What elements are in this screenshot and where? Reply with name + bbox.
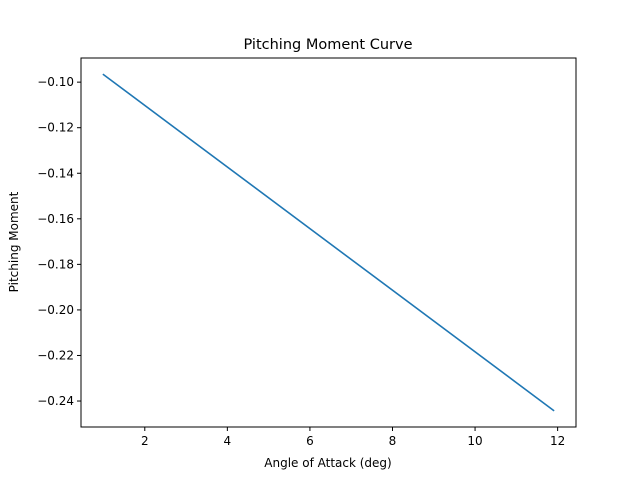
x-tick-label: 12	[550, 434, 565, 448]
chart-title: Pitching Moment Curve	[243, 37, 412, 53]
series-line	[102, 73, 555, 412]
axes-frame	[80, 57, 577, 428]
x-axis-ticks: 2 4 6 8 10 12	[141, 427, 565, 448]
y-axis-label: Pitching Moment	[7, 191, 21, 292]
y-tick-label: −0.18	[37, 257, 74, 271]
series-layer	[102, 73, 555, 412]
y-axis-ticks: −0.24 −0.22 −0.20 −0.18 −0.16 −0.14 −0.12 −0.10	[37, 75, 81, 408]
x-tick-label: 2	[141, 434, 149, 448]
x-tick-label: 4	[224, 434, 232, 448]
y-tick-label: −0.14	[37, 166, 74, 180]
y-tick-label: −0.16	[37, 212, 74, 226]
x-tick-label: 6	[306, 434, 314, 448]
x-axis-label: Angle of Attack (deg)	[264, 456, 391, 470]
y-tick-label: −0.22	[37, 348, 74, 362]
y-tick-label: −0.20	[37, 303, 74, 317]
x-tick-label: 10	[467, 434, 482, 448]
y-tick-label: −0.24	[37, 394, 74, 408]
y-tick-label: −0.10	[37, 75, 74, 89]
x-tick-label: 8	[389, 434, 397, 448]
y-tick-label: −0.12	[37, 121, 74, 135]
